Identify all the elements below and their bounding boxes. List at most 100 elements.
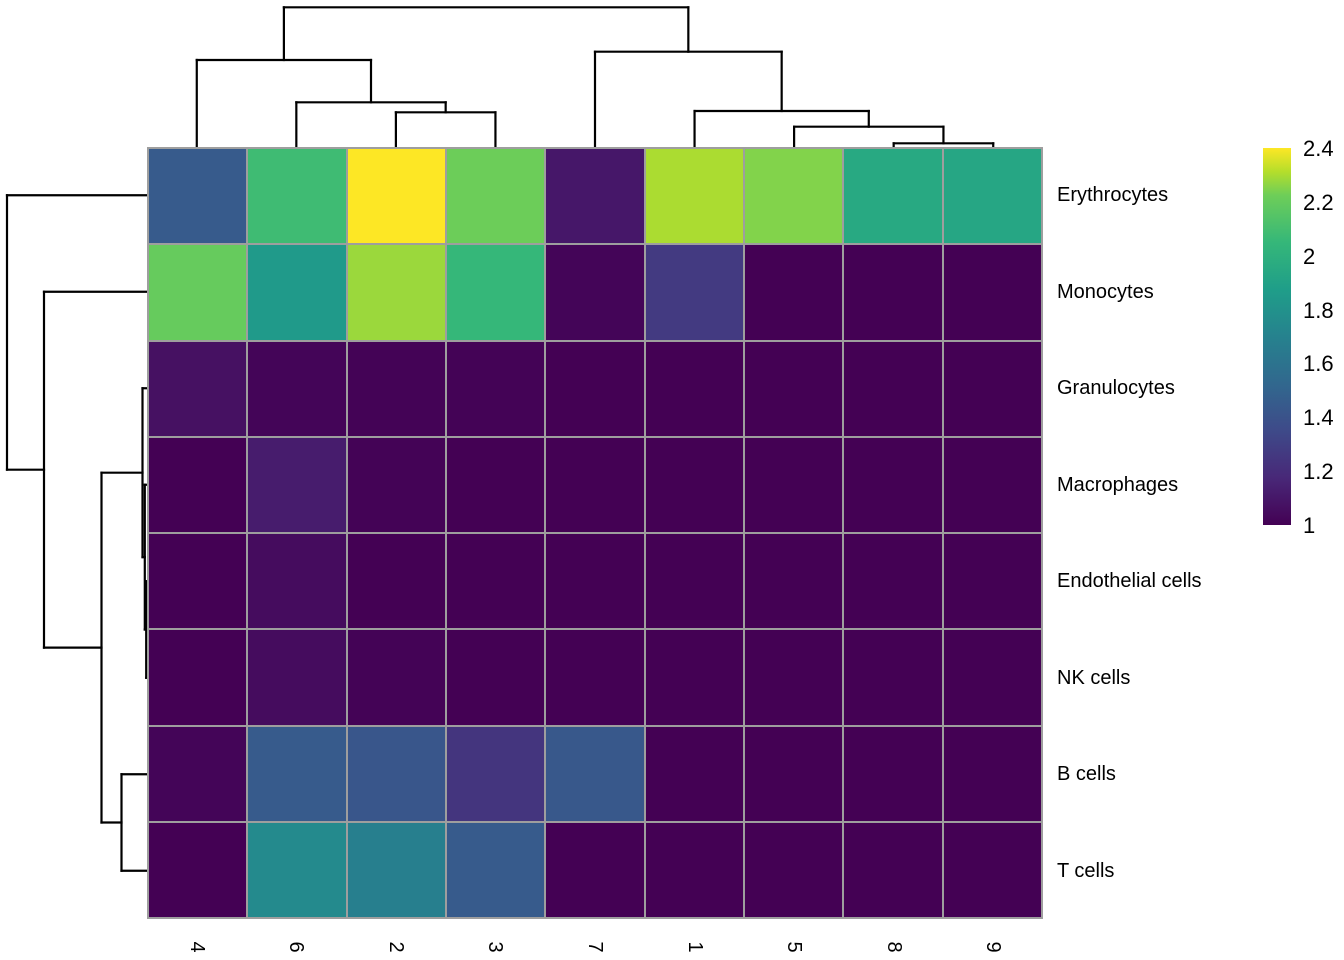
heatmap-cell xyxy=(149,437,247,532)
heatmap-cell xyxy=(347,534,445,629)
heatmap-cell xyxy=(645,437,743,532)
heatmap-cell xyxy=(447,822,545,917)
column-label: 3 xyxy=(484,941,507,953)
heatmap-cell xyxy=(844,341,942,436)
heatmap-cell xyxy=(248,149,346,244)
heatmap-cell xyxy=(248,534,346,629)
heatmap-cell xyxy=(347,437,445,532)
heatmap-cell xyxy=(248,822,346,917)
heatmap-cell xyxy=(645,630,743,725)
heatmap-cell xyxy=(745,534,843,629)
heatmap-cell xyxy=(149,726,247,821)
heatmap-cell xyxy=(149,630,247,725)
colorbar-gradient xyxy=(1263,148,1291,525)
heatmap-cell xyxy=(149,341,247,436)
heatmap-cell xyxy=(943,149,1041,244)
colorbar-tick: 1.8 xyxy=(1303,297,1334,323)
heatmap-cell xyxy=(149,245,247,340)
heatmap-cell xyxy=(447,437,545,532)
heatmap-cell xyxy=(149,822,247,917)
heatmap-cell xyxy=(248,245,346,340)
heatmap-cell xyxy=(645,534,743,629)
heatmap-cell xyxy=(943,437,1041,532)
heatmap-cell xyxy=(447,341,545,436)
column-label: 4 xyxy=(185,941,208,953)
heatmap-cell xyxy=(447,245,545,340)
heatmap-cell xyxy=(546,822,644,917)
heatmap-cell xyxy=(943,341,1041,436)
column-label: 1 xyxy=(683,941,706,953)
heatmap-cell xyxy=(844,822,942,917)
colorbar-tick: 2.2 xyxy=(1303,189,1334,215)
row-label: Erythrocytes xyxy=(1057,184,1169,207)
colorbar-tick: 1.6 xyxy=(1303,351,1334,377)
colorbar-tick: 2.4 xyxy=(1303,136,1334,161)
heatmap-cell xyxy=(546,726,644,821)
heatmap-cell xyxy=(447,534,545,629)
heatmap-cell xyxy=(943,245,1041,340)
heatmap-cell xyxy=(248,437,346,532)
heatmap-cell xyxy=(347,630,445,725)
heatmap-cell xyxy=(645,822,743,917)
heatmap-cell xyxy=(844,437,942,532)
colorbar-tick: 1.2 xyxy=(1303,459,1334,485)
heatmap-cell xyxy=(347,822,445,917)
row-label: Endothelial cells xyxy=(1057,570,1202,593)
heatmap-cell xyxy=(347,149,445,244)
heatmap-cell xyxy=(745,245,843,340)
heatmap-cell xyxy=(347,245,445,340)
heatmap-cell xyxy=(745,437,843,532)
colorbar-tick: 1 xyxy=(1303,513,1316,538)
row-label: Granulocytes xyxy=(1057,377,1175,400)
heatmap-cell xyxy=(844,630,942,725)
heatmap-cell xyxy=(347,341,445,436)
heatmap-cell xyxy=(149,534,247,629)
row-label: T cells xyxy=(1057,859,1115,882)
heatmap-cell xyxy=(546,534,644,629)
heatmap-cell xyxy=(347,726,445,821)
heatmap-cell xyxy=(943,726,1041,821)
heatmap-grid xyxy=(147,147,1043,919)
heatmap-cell xyxy=(745,630,843,725)
heatmap-cell xyxy=(248,341,346,436)
heatmap-cell xyxy=(745,149,843,244)
column-dendrogram xyxy=(195,6,995,149)
heatmap-cell xyxy=(645,149,743,244)
heatmap-cell xyxy=(844,726,942,821)
heatmap-cell xyxy=(844,534,942,629)
column-label: 7 xyxy=(584,941,606,953)
column-label: 9 xyxy=(982,941,1005,953)
heatmap-cell xyxy=(943,822,1041,917)
heatmap-cell xyxy=(447,630,545,725)
heatmap-cell xyxy=(546,245,644,340)
heatmap-cell xyxy=(645,341,743,436)
heatmap-cell xyxy=(645,245,743,340)
heatmap-cell xyxy=(248,726,346,821)
row-label: B cells xyxy=(1057,763,1116,786)
heatmap-cell xyxy=(447,726,545,821)
heatmap-cell xyxy=(149,149,247,244)
heatmap-cell xyxy=(447,149,545,244)
heatmap-cell xyxy=(745,822,843,917)
row-label: Monocytes xyxy=(1057,280,1154,303)
column-label: 2 xyxy=(384,941,407,953)
heatmap-cell xyxy=(546,149,644,244)
row-label: NK cells xyxy=(1057,666,1131,689)
row-label: Macrophages xyxy=(1057,473,1179,496)
column-label: 8 xyxy=(882,941,905,953)
heatmap-cell xyxy=(943,630,1041,725)
heatmap-cell xyxy=(943,534,1041,629)
colorbar xyxy=(1263,148,1291,525)
column-label: 6 xyxy=(285,941,308,953)
heatmap-cell xyxy=(248,630,346,725)
heatmap-cell xyxy=(645,726,743,821)
row-dendrogram xyxy=(5,194,149,872)
heatmap-cell xyxy=(546,437,644,532)
heatmap-cell xyxy=(546,341,644,436)
heatmap-cell xyxy=(546,630,644,725)
column-label: 5 xyxy=(783,941,806,953)
heatmap-cell xyxy=(844,245,942,340)
heatmap-cell xyxy=(844,149,942,244)
